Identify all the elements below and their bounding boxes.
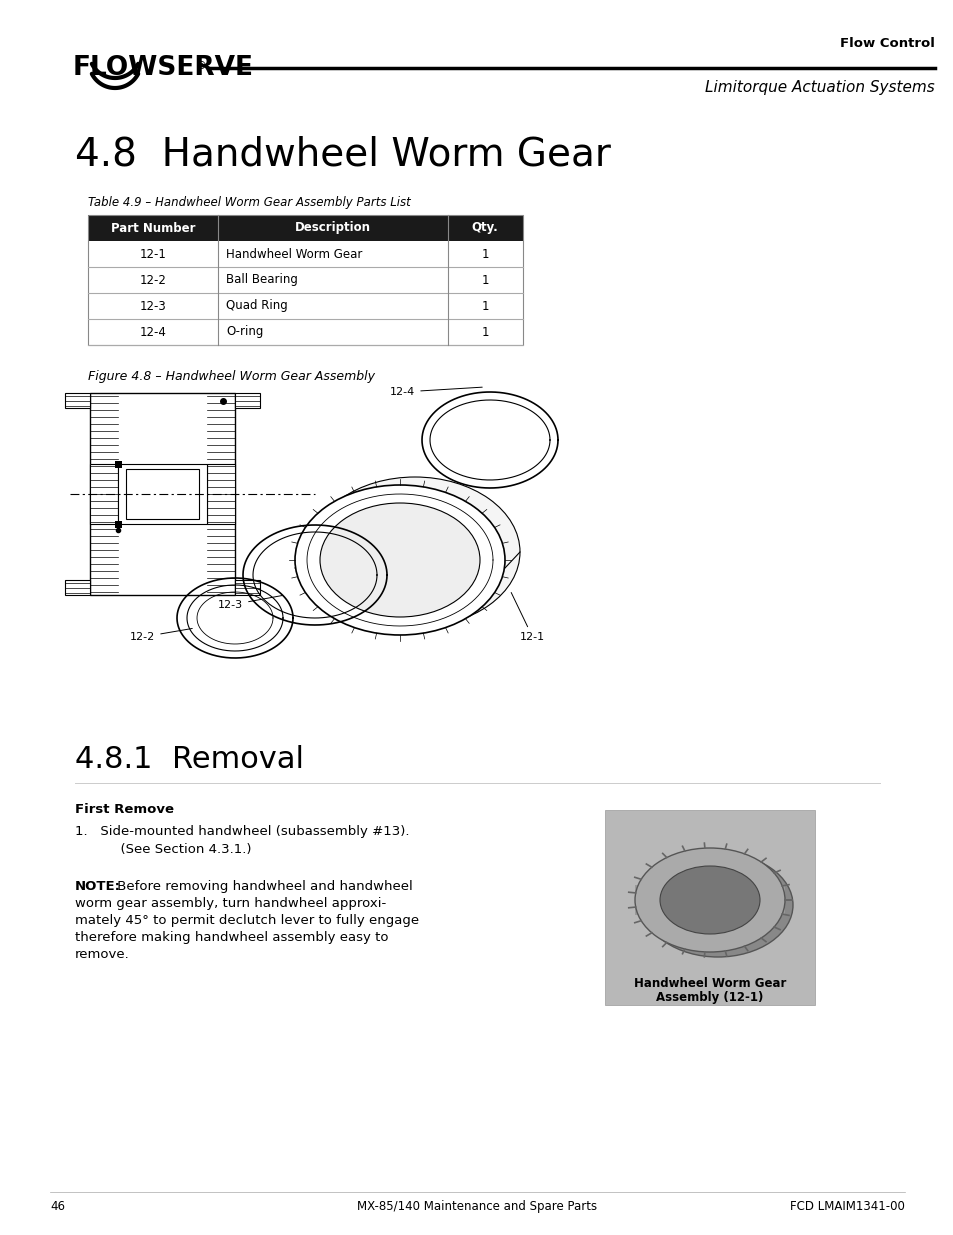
Ellipse shape	[319, 503, 479, 618]
Ellipse shape	[642, 853, 792, 957]
Text: Table 4.9 – Handwheel Worm Gear Assembly Parts List: Table 4.9 – Handwheel Worm Gear Assembly…	[88, 196, 411, 209]
Bar	[234, 580, 260, 595]
Text: 4.8.1  Removal: 4.8.1 Removal	[75, 745, 304, 774]
Text: mately 45° to permit declutch lever to fully engage: mately 45° to permit declutch lever to f…	[75, 914, 418, 927]
Text: remove.: remove.	[75, 948, 130, 961]
Ellipse shape	[310, 477, 519, 627]
Text: 1.   Side-mounted handwheel (subassembly #13).: 1. Side-mounted handwheel (subassembly #…	[75, 825, 409, 839]
Text: Figure 4.8 – Handwheel Worm Gear Assembly: Figure 4.8 – Handwheel Worm Gear Assembl…	[88, 370, 375, 383]
Text: MX-85/140 Maintenance and Spare Parts: MX-85/140 Maintenance and Spare Parts	[356, 1200, 597, 1213]
Text: therefore making handwheel assembly easy to: therefore making handwheel assembly easy…	[75, 931, 388, 944]
Text: NOTE:: NOTE:	[75, 881, 121, 893]
Bar	[65, 393, 90, 408]
Text: 12-1: 12-1	[139, 247, 166, 261]
Text: 1: 1	[480, 326, 488, 338]
Text: 1: 1	[480, 300, 488, 312]
Text: O-ring: O-ring	[226, 326, 263, 338]
Bar	[90, 464, 118, 524]
Text: 12-3: 12-3	[139, 300, 166, 312]
Text: Part Number: Part Number	[111, 221, 195, 235]
Text: Limitorque Actuation Systems: Limitorque Actuation Systems	[704, 80, 934, 95]
Ellipse shape	[659, 866, 760, 934]
Text: Ball Bearing: Ball Bearing	[226, 273, 297, 287]
Text: Quad Ring: Quad Ring	[226, 300, 288, 312]
Text: ®: ®	[196, 61, 207, 70]
Text: Assembly (12-1): Assembly (12-1)	[656, 990, 763, 1004]
Text: Before removing handwheel and handwheel: Before removing handwheel and handwheel	[112, 881, 413, 893]
Bar	[65, 580, 90, 595]
Bar	[604, 810, 814, 1005]
Text: 12-2: 12-2	[130, 629, 193, 642]
Ellipse shape	[635, 848, 784, 952]
Text: (See Section 4.3.1.): (See Section 4.3.1.)	[95, 844, 252, 856]
Text: 12-4: 12-4	[139, 326, 166, 338]
Bar	[88, 215, 522, 345]
Bar	[90, 393, 234, 595]
Bar	[90, 464, 118, 524]
Text: 4.8  Handwheel Worm Gear: 4.8 Handwheel Worm Gear	[75, 135, 610, 173]
Bar	[88, 319, 522, 345]
Bar	[88, 241, 522, 267]
Text: worm gear assembly, turn handwheel approxi-: worm gear assembly, turn handwheel appro…	[75, 897, 386, 910]
Text: First Remove: First Remove	[75, 803, 173, 816]
Text: 1: 1	[480, 247, 488, 261]
Bar	[126, 469, 199, 519]
Text: Description: Description	[294, 221, 371, 235]
Bar	[207, 464, 234, 524]
Text: 12-1: 12-1	[511, 593, 544, 642]
Text: Flow Control: Flow Control	[840, 37, 934, 49]
Text: Handwheel Worm Gear: Handwheel Worm Gear	[226, 247, 362, 261]
Text: FCD LMAIM1341-00: FCD LMAIM1341-00	[789, 1200, 904, 1213]
Bar	[635, 885, 784, 915]
Bar	[88, 215, 522, 241]
Text: Qty.: Qty.	[471, 221, 497, 235]
Text: Handwheel Worm Gear: Handwheel Worm Gear	[633, 977, 785, 990]
Bar	[88, 293, 522, 319]
Text: 1: 1	[480, 273, 488, 287]
Bar	[115, 521, 122, 529]
Text: 46: 46	[50, 1200, 65, 1213]
Bar	[88, 267, 522, 293]
Text: 12-3: 12-3	[218, 595, 282, 610]
Bar	[118, 464, 207, 524]
Text: 12-2: 12-2	[139, 273, 166, 287]
Ellipse shape	[294, 485, 504, 635]
Bar	[234, 393, 260, 408]
Bar	[207, 464, 234, 524]
Text: FLOWSERVE: FLOWSERVE	[73, 56, 253, 82]
Text: 12-4: 12-4	[390, 387, 481, 396]
Bar	[115, 461, 122, 468]
